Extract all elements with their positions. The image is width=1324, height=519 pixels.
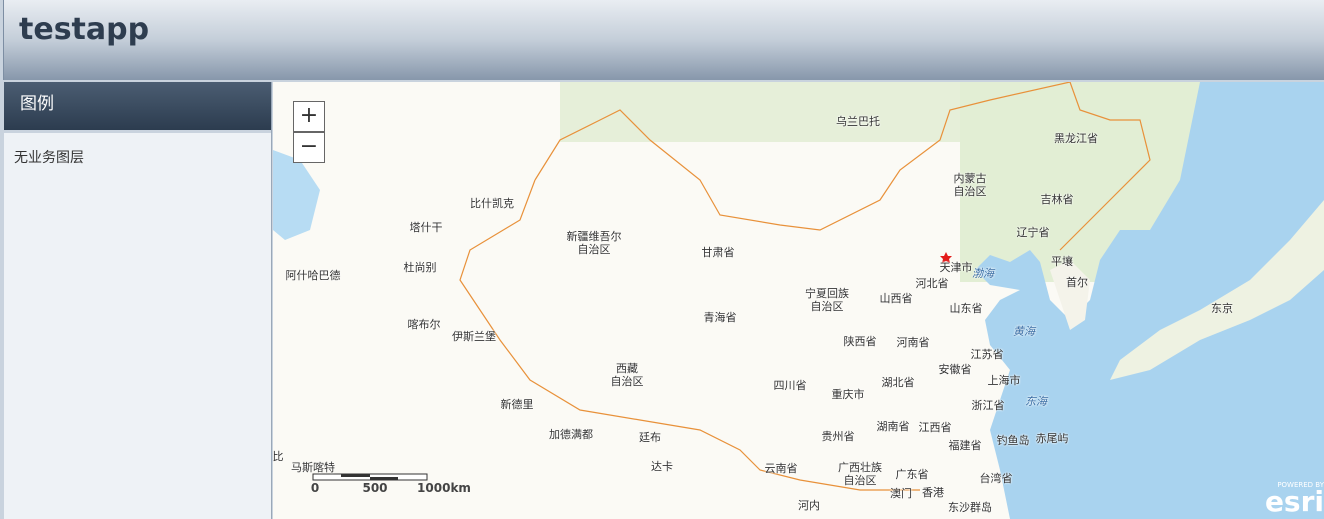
map-label: 吉林省 [1040, 193, 1074, 206]
map-label: 伊斯兰堡 [452, 330, 496, 343]
map-label: 重庆市 [831, 388, 865, 401]
map-label: 广西壮族 [838, 461, 882, 474]
map-label: 澳门 [890, 487, 912, 500]
map-label: 阿什哈巴德 [285, 269, 341, 282]
map-label: 新疆维吾尔 [566, 230, 622, 243]
map-label: 加德满都 [549, 428, 593, 441]
map-label: 首尔 [1066, 276, 1088, 289]
map-label: 西藏 [616, 362, 638, 375]
map-label: 台湾省 [979, 472, 1013, 485]
map-label: 东京 [1211, 302, 1233, 315]
scale-label: 1000km [417, 481, 471, 495]
map-label: 自治区 [843, 474, 877, 487]
map-label: 赤尾屿 [1035, 432, 1069, 445]
map-label: 安徽省 [938, 363, 972, 376]
map-label: 乌兰巴托 [836, 115, 880, 128]
map-label: 喀布尔 [407, 318, 441, 331]
attribution: POWERED BY esri [1264, 481, 1324, 518]
map-label: 河内 [798, 499, 820, 512]
map-label: 自治区 [953, 185, 987, 198]
map-base [273, 82, 1324, 519]
map-label: 东海 [1025, 395, 1047, 408]
map-label: 新德里 [500, 398, 534, 411]
scale-label: 0 [310, 481, 320, 495]
map-label: 山西省 [879, 292, 913, 305]
map-label: 自治区 [810, 300, 844, 313]
map-label: 江西省 [918, 421, 952, 434]
app-title: testapp [19, 12, 150, 47]
map-label: 达卡 [651, 460, 673, 473]
brand: esri [1264, 485, 1324, 518]
map-label: 塔什干 [409, 221, 443, 234]
map-label: 钓鱼岛 [996, 434, 1030, 447]
map-label: 平壤 [1051, 255, 1073, 268]
legend-empty: 无业务图层 [14, 150, 84, 166]
map-label: 杜尚别 [403, 261, 437, 274]
map[interactable]: + − 乌兰巴托 黑龙江省 内蒙古 自治区 比什凯克 塔什干 新疆维吾尔 自治区 甘肃省 吉林省辽… [273, 82, 1324, 519]
map-label: 东沙群岛 [948, 501, 992, 514]
map-label: 黄海 [1013, 325, 1035, 338]
map-label: 广东省 [895, 468, 929, 481]
map-label: 湖南省 [876, 420, 910, 433]
powered-by: POWERED BY [1277, 481, 1324, 489]
map-label: 比 [273, 450, 284, 463]
legend-title[interactable]: 图例 [4, 82, 271, 133]
map-label: 自治区 [577, 243, 611, 256]
map-label: 江苏省 [970, 348, 1004, 361]
sidebar: 图例 无业务图层 [4, 82, 272, 519]
map-label: 香港 [922, 486, 944, 499]
map-label: 黑龙江省 [1054, 132, 1098, 145]
map-label: 青海省 [703, 311, 737, 324]
map-label: 辽宁省 [1016, 226, 1050, 239]
map-label: 山东省 [949, 302, 983, 315]
map-label: 四川省 [773, 379, 807, 392]
map-label: 福建省 [948, 439, 982, 452]
map-label: 廷布 [639, 431, 661, 444]
map-label: 渤海 [972, 267, 994, 280]
map-label: 自治区 [610, 375, 644, 388]
map-label: 浙江省 [971, 399, 1005, 412]
map-label: 贵州省 [821, 430, 855, 443]
zoom-out[interactable]: − [293, 132, 325, 163]
map-label: 马斯喀特 [291, 461, 335, 474]
map-label: 内蒙古 [953, 172, 987, 185]
map-label: 湖北省 [881, 376, 915, 389]
scale-label: 500 [362, 481, 388, 495]
map-label: 陕西省 [843, 335, 877, 348]
map-label: 上海市 [987, 374, 1021, 387]
map-label: 天津市 [939, 261, 973, 274]
map-label: 河北省 [915, 277, 949, 290]
map-label: 河南省 [896, 336, 930, 349]
map-label: 云南省 [764, 462, 798, 475]
map-label: 甘肃省 [701, 246, 735, 259]
zoom-in[interactable]: + [293, 101, 325, 132]
map-label: 宁夏回族 [805, 287, 849, 300]
map-label: 比什凯克 [470, 197, 514, 210]
header: testapp [3, 0, 1324, 80]
